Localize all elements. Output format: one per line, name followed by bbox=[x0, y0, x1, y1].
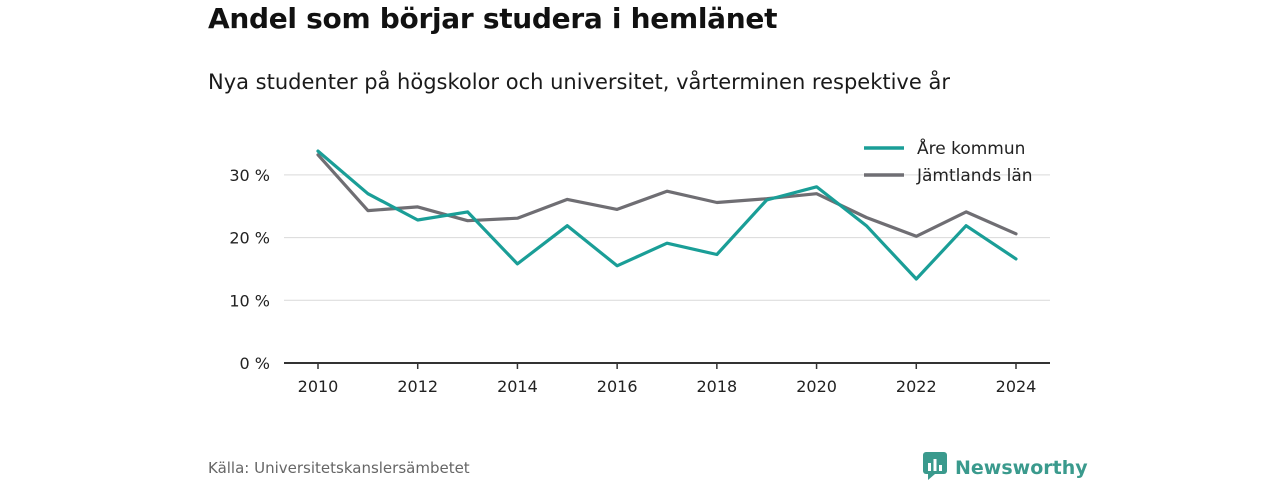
y-tick-label: 10 % bbox=[229, 291, 270, 310]
x-tick-label: 2018 bbox=[696, 377, 737, 396]
legend-label: Jämtlands län bbox=[916, 166, 1033, 186]
x-tick-label: 2010 bbox=[298, 377, 339, 396]
x-tick-label: 2020 bbox=[796, 377, 837, 396]
y-tick-label: 30 % bbox=[229, 166, 270, 185]
y-tick-label: 20 % bbox=[229, 229, 270, 248]
source-note: Källa: Universitetskanslersämbetet bbox=[208, 459, 470, 477]
series-line-jamtlands-lan bbox=[316, 153, 1018, 238]
x-tick-label: 2024 bbox=[996, 377, 1037, 396]
x-tick-label: 2022 bbox=[896, 377, 937, 396]
chart-title: Andel som börjar studera i hemlänet bbox=[208, 2, 778, 35]
brand-logo[interactable]: Newsworthy bbox=[922, 451, 1088, 485]
x-tick-label: 2012 bbox=[397, 377, 438, 396]
y-tick-label: 0 % bbox=[240, 354, 270, 373]
series-line-are-kommun bbox=[316, 149, 1018, 281]
chart-subtitle: Nya studenter på högskolor och universit… bbox=[208, 70, 950, 94]
newsworthy-logo-icon bbox=[922, 451, 948, 485]
legend-label: Åre kommun bbox=[917, 137, 1025, 159]
x-tick-label: 2014 bbox=[497, 377, 538, 396]
x-tick-label: 2016 bbox=[597, 377, 638, 396]
brand-name: Newsworthy bbox=[955, 457, 1088, 479]
